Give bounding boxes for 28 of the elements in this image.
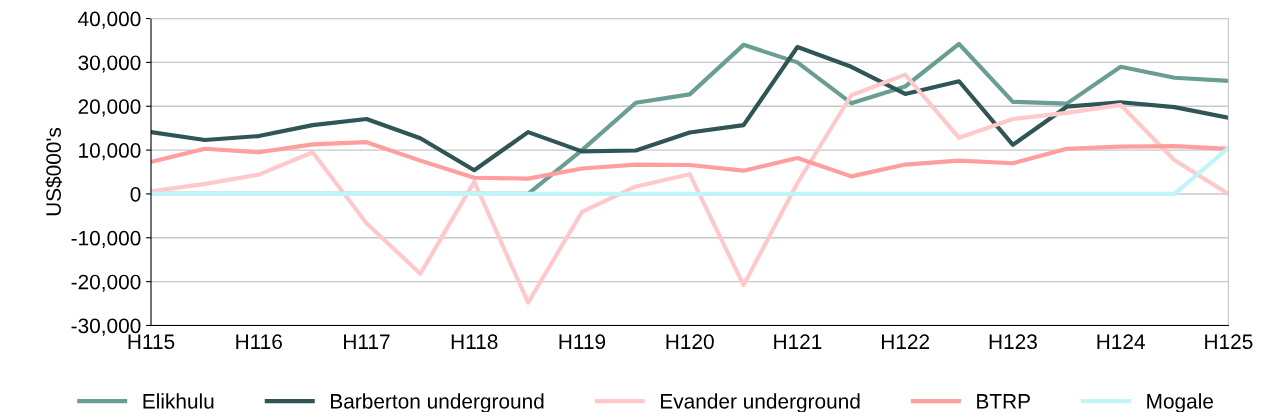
x-tick-label: H118 xyxy=(451,334,498,350)
y-tick-label: 10,000 xyxy=(79,143,141,161)
legend-label: BTRP xyxy=(977,394,1030,409)
y-tick-label: 0 xyxy=(130,186,141,202)
y-tick-label: -20,000 xyxy=(71,274,141,292)
y-tick-label: -10,000 xyxy=(71,230,141,248)
line-series xyxy=(151,72,1229,305)
x-tick-label: H122 xyxy=(881,334,930,349)
x-tick-label: H123 xyxy=(989,334,1037,350)
legend-label: Mogale xyxy=(1147,393,1213,412)
legend-label: Barberton underground xyxy=(331,393,544,412)
line-series xyxy=(151,44,1229,173)
x-tick-label: H115 xyxy=(128,334,175,350)
y-axis-title: US$000's xyxy=(45,127,63,216)
x-tick-label: H121 xyxy=(774,334,822,349)
x-tick-label: H116 xyxy=(236,334,282,350)
y-tick-label: -30,000 xyxy=(71,318,141,336)
line-series xyxy=(151,140,1229,181)
x-tick-label: H124 xyxy=(1097,334,1145,349)
legend-label: Evander underground xyxy=(661,393,860,412)
y-tick-label: 20,000 xyxy=(78,99,141,117)
y-tick-label: 40,000 xyxy=(78,11,141,29)
x-tick-label: H125 xyxy=(1205,334,1253,350)
x-tick-label: H117 xyxy=(344,334,390,349)
y-tick-label: 30,000 xyxy=(78,55,141,73)
legend-label: Elikhulu xyxy=(143,393,214,409)
x-tick-label: H119 xyxy=(559,334,606,350)
x-tick-label: H120 xyxy=(666,334,714,350)
